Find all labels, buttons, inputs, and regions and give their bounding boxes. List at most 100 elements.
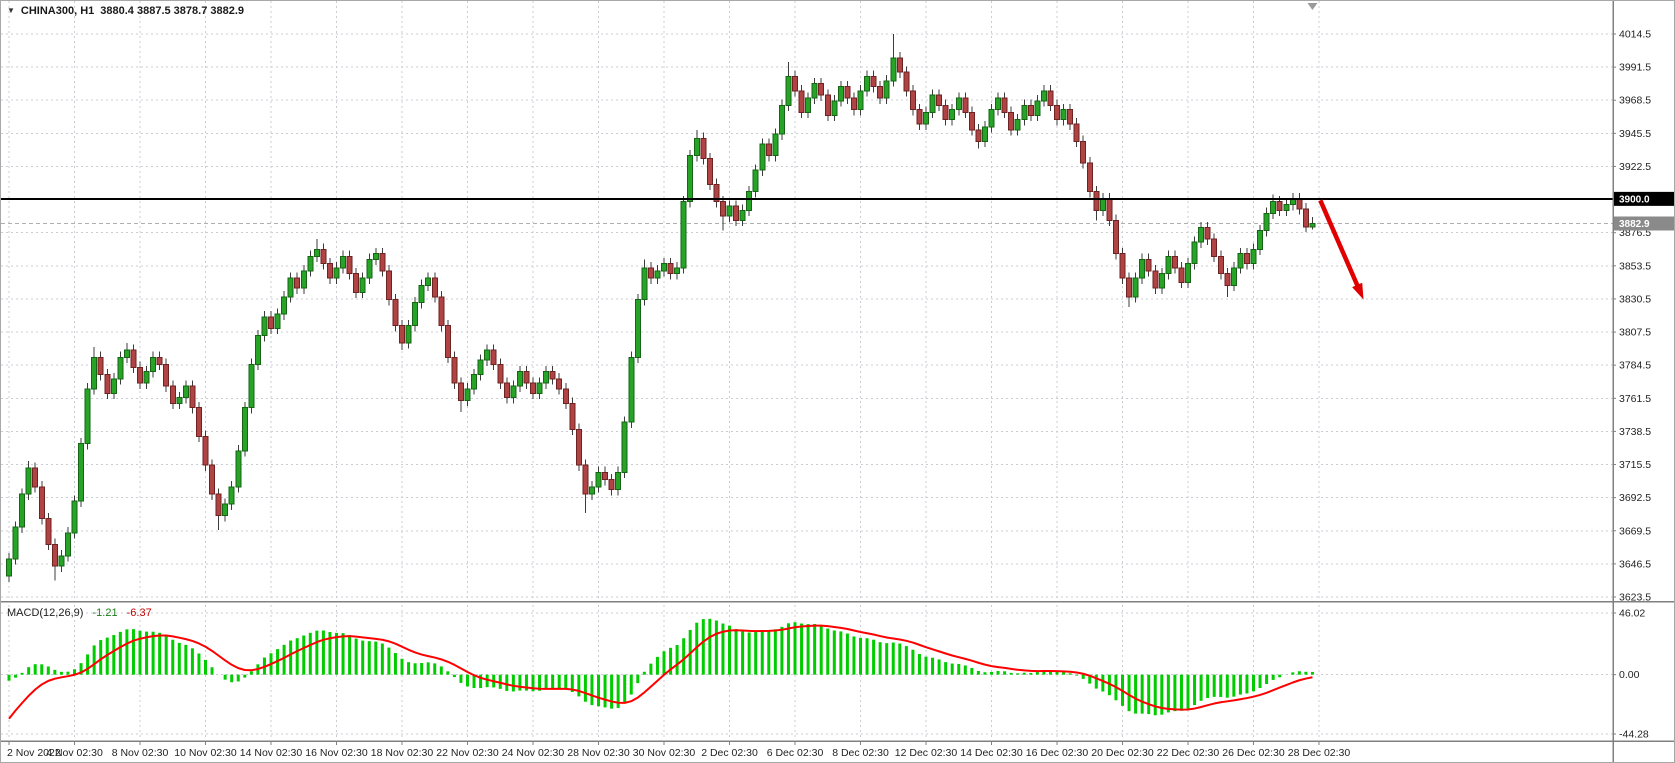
candle — [824, 89, 831, 122]
candle — [248, 358, 255, 414]
price-axis[interactable] — [1613, 1, 1674, 741]
candle — [1250, 243, 1257, 270]
candle — [1073, 118, 1080, 148]
candle — [117, 351, 124, 385]
candle — [713, 178, 720, 208]
candle — [340, 250, 347, 274]
time-tick-label: 16 Nov 02:30 — [305, 747, 368, 759]
candle — [981, 121, 988, 148]
candle — [765, 138, 772, 162]
time-axis[interactable] — [1, 742, 1613, 762]
candle — [968, 106, 975, 136]
candle — [1185, 257, 1191, 289]
chart-shift-marker[interactable] — [1307, 3, 1318, 10]
candle — [45, 512, 52, 551]
candle — [850, 92, 857, 116]
svg-text:3900.0: 3900.0 — [1619, 194, 1650, 205]
candle — [1132, 272, 1139, 303]
symbol-dropdown-icon[interactable]: ▼ — [7, 6, 15, 15]
candle — [372, 247, 379, 266]
candle — [719, 195, 726, 231]
candle — [995, 92, 1002, 116]
candle — [425, 272, 432, 292]
candle — [261, 311, 268, 342]
time-tick-label: 24 Nov 02:30 — [502, 747, 565, 759]
price-tick-label: 3669.5 — [1619, 525, 1651, 537]
macd-title: MACD(12,26,9) — [7, 607, 84, 619]
candle — [929, 89, 936, 119]
candle — [877, 80, 884, 104]
candle — [1060, 103, 1067, 126]
macd-tick-label: -44.28 — [1619, 729, 1649, 741]
candle — [903, 66, 910, 97]
candle — [949, 103, 956, 126]
candle — [392, 293, 399, 332]
candle — [143, 365, 150, 389]
candle — [1008, 106, 1015, 136]
candle — [870, 70, 877, 93]
candle — [78, 437, 85, 508]
candle — [1119, 247, 1126, 284]
candle — [942, 99, 949, 126]
candle — [353, 267, 360, 299]
candle — [556, 373, 563, 395]
time-tick-label: 28 Nov 02:30 — [567, 747, 630, 759]
candle — [890, 34, 897, 87]
time-tick-label: 2 Nov 2022 — [7, 747, 61, 759]
candle — [706, 152, 713, 191]
panel-splitter[interactable] — [1, 599, 1674, 605]
candle — [163, 358, 170, 392]
candle — [307, 250, 314, 277]
candle — [346, 250, 353, 280]
macd-indicator-label: MACD(12,26,9) -1.21 -6.37 — [7, 607, 158, 619]
trend-arrow[interactable] — [1318, 199, 1364, 300]
candle — [955, 92, 962, 116]
candle — [1067, 103, 1074, 130]
candle — [1302, 203, 1309, 232]
ohlc-quote: 3880.4 3887.5 3878.7 3882.9 — [100, 5, 245, 17]
candle — [1086, 157, 1093, 198]
price-tick-label: 3807.5 — [1619, 327, 1651, 339]
candle — [923, 106, 929, 130]
candle — [844, 80, 851, 104]
candle — [457, 377, 464, 412]
price-tick-label: 4014.5 — [1619, 29, 1651, 41]
candle — [274, 308, 281, 335]
candle — [12, 521, 19, 565]
svg-text:3882.9: 3882.9 — [1619, 219, 1650, 230]
price-tick-label: 3968.5 — [1619, 95, 1651, 107]
candle — [320, 243, 327, 270]
candle — [1034, 95, 1041, 122]
candle — [864, 70, 871, 97]
candle — [1047, 85, 1054, 112]
candle — [536, 377, 543, 400]
candle — [287, 272, 294, 303]
candle — [379, 247, 386, 277]
candle — [1040, 85, 1047, 107]
hline-price-badge: 3900.0 — [1614, 191, 1674, 206]
time-tick-label: 22 Dec 02:30 — [1157, 747, 1220, 759]
candle — [1283, 198, 1290, 217]
candle — [1257, 224, 1264, 256]
macd-value: -1.21 — [92, 607, 118, 619]
candle — [359, 272, 366, 299]
candle — [385, 265, 392, 306]
candle — [693, 129, 700, 162]
candle — [746, 185, 753, 217]
candle — [182, 380, 189, 404]
candle — [84, 383, 91, 450]
candle — [1054, 99, 1060, 126]
price-tick-label: 3761.5 — [1619, 393, 1651, 405]
candle — [1296, 193, 1303, 215]
candle — [641, 259, 648, 306]
candle — [202, 430, 209, 472]
candle — [503, 377, 510, 404]
candle — [1027, 99, 1034, 122]
price-tick-label: 3922.5 — [1619, 161, 1651, 173]
candle — [209, 459, 216, 500]
candle — [58, 550, 65, 572]
candle — [71, 495, 78, 539]
candle — [700, 132, 707, 165]
